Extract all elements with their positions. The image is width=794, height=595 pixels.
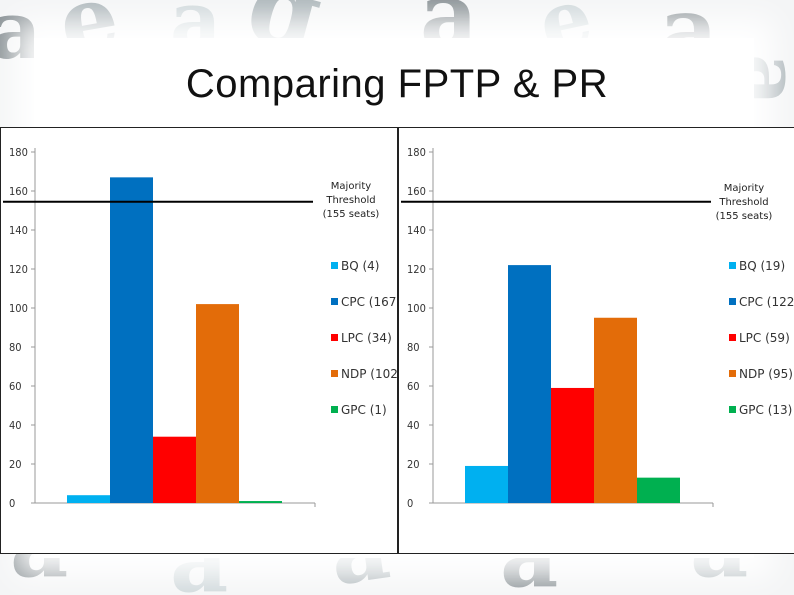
bar-ndp	[594, 317, 637, 503]
y-tick-label: 80	[9, 341, 22, 354]
y-tick-label: 100	[407, 302, 426, 315]
legend-label-gpc: GPC (13)	[739, 403, 792, 417]
y-tick-label: 0	[9, 497, 15, 510]
pr-chart-svg: 0 20 40 60 80 100 120 140 160 180 BQ (19) CPC (122)…	[401, 146, 794, 510]
legend-label-ndp: NDP (102)	[341, 367, 397, 381]
y-tick-label: 20	[407, 458, 420, 471]
bar-gpc	[637, 477, 680, 503]
y-tick-label: 160	[407, 185, 426, 198]
bar-lpc	[153, 436, 196, 503]
bar-gpc	[239, 501, 282, 503]
threshold-label-line: Threshold	[326, 195, 376, 206]
legend-label-ndp: NDP (95)	[739, 367, 793, 381]
legend-swatch-bq	[729, 262, 736, 269]
legend-swatch-lpc	[729, 334, 736, 341]
y-tick-label: 120	[9, 263, 28, 276]
legend-label-gpc: GPC (1)	[341, 403, 387, 417]
threshold-label-line: Majority	[330, 181, 372, 192]
legend-swatch-lpc	[331, 334, 338, 341]
y-tick-label: 60	[407, 380, 420, 393]
slide-title: Comparing FPTP & PR	[185, 62, 609, 106]
legend-swatch-bq	[331, 262, 338, 269]
y-tick-label: 160	[9, 185, 28, 198]
y-tick-label: 100	[9, 302, 28, 315]
y-tick-label: 180	[9, 146, 28, 159]
legend-swatch-ndp	[331, 370, 338, 377]
legend-swatch-gpc	[729, 406, 736, 413]
bar-ndp	[196, 304, 239, 503]
y-tick-label: 20	[9, 458, 22, 471]
legend-label-bq: BQ (19)	[739, 259, 785, 273]
bar-cpc	[508, 265, 551, 503]
fptp-chart-svg: 0 20 40 60 80 100 120 140 160 180 BQ (4) CPC (167) L…	[3, 146, 397, 510]
threshold-label-line: (155 seats)	[715, 211, 773, 222]
threshold-label-line: Threshold	[719, 197, 769, 208]
legend-label-bq: BQ (4)	[341, 259, 380, 273]
legend-swatch-gpc	[331, 406, 338, 413]
pr-chart: 0 20 40 60 80 100 120 140 160 180 BQ (19) CPC (122)…	[398, 127, 794, 554]
y-tick-label: 40	[9, 419, 22, 432]
legend-swatch-cpc	[729, 298, 736, 305]
y-tick-label: 120	[407, 263, 426, 276]
legend-label-lpc: LPC (59)	[739, 331, 790, 345]
legend-label-lpc: LPC (34)	[341, 331, 392, 345]
legend-swatch-ndp	[729, 370, 736, 377]
y-tick-label: 0	[407, 497, 413, 510]
legend-label-cpc: CPC (122)	[739, 295, 794, 309]
y-tick-label: 80	[407, 341, 420, 354]
bar-cpc	[110, 177, 153, 503]
threshold-label-line: (155 seats)	[322, 209, 380, 220]
legend-label-cpc: CPC (167)	[341, 295, 397, 309]
fptp-threshold-label: Majority Threshold (155 seats)	[316, 180, 386, 222]
y-tick-label: 40	[407, 419, 420, 432]
threshold-label-line: Majority	[723, 183, 765, 194]
y-tick-label: 140	[407, 224, 426, 237]
bar-bq	[67, 495, 110, 503]
fptp-chart: 0 20 40 60 80 100 120 140 160 180 BQ (4) CPC (167) L…	[0, 127, 398, 554]
legend-swatch-cpc	[331, 298, 338, 305]
y-tick-label: 180	[407, 146, 426, 159]
bar-bq	[465, 465, 508, 503]
y-tick-label: 140	[9, 224, 28, 237]
pr-threshold-label: Majority Threshold (155 seats)	[709, 182, 779, 224]
y-tick-label: 60	[9, 380, 22, 393]
bar-lpc	[551, 387, 594, 503]
